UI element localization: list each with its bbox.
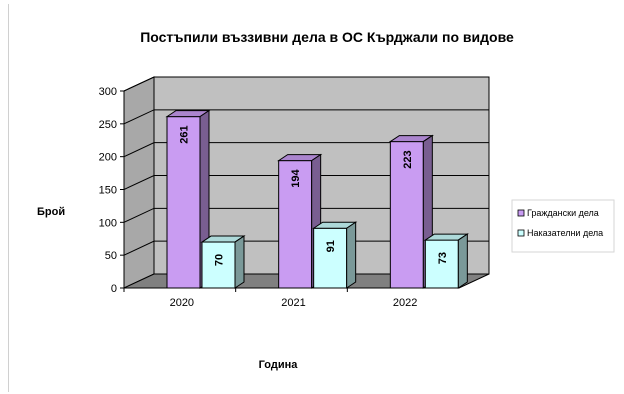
y-tick-label: 300	[99, 86, 117, 98]
y-tick-label: 250	[99, 119, 117, 131]
bar-side	[346, 221, 357, 289]
data-label: 91	[325, 240, 337, 252]
y-tick-label: 0	[111, 283, 117, 295]
gridline	[123, 240, 489, 256]
y-axis-ticks: 0 50 100 150 200 250 300	[99, 86, 125, 295]
data-label: 70	[214, 254, 226, 266]
legend: Граждански дела Наказателни дела	[511, 199, 615, 253]
x-tick-label: 2022	[393, 297, 417, 309]
bar-side	[234, 235, 245, 289]
legend-label: Наказателни дела	[527, 228, 603, 238]
y-axis-title: Брой	[37, 206, 65, 218]
data-label: 194	[290, 169, 302, 188]
data-label: 261	[179, 125, 191, 143]
gridlines	[123, 76, 489, 256]
y-tick-label: 200	[99, 152, 117, 164]
x-tick-label: 2021	[281, 297, 305, 309]
bar-front	[424, 239, 459, 289]
chart-title: Постъпили въззивни дела в ОС Кърджали по…	[140, 29, 514, 45]
legend-label: Граждански дела	[527, 208, 599, 218]
bar-side	[457, 233, 468, 289]
data-label: 223	[402, 150, 414, 168]
chart-frame: 261 70 194 91 223 73 0 50 100 150 200 250 300 2020 2…	[8, 4, 620, 392]
bar-front	[166, 116, 201, 289]
y-tick-label: 150	[99, 185, 117, 197]
bars: 261 70 194 91 223 73	[165, 109, 469, 289]
gridline	[123, 142, 489, 158]
data-label: 73	[437, 252, 449, 264]
y-tick-label: 100	[99, 217, 117, 229]
x-tick-label: 2020	[170, 297, 194, 309]
legend-box	[511, 199, 615, 253]
gridline	[123, 109, 489, 125]
gridline	[123, 76, 489, 92]
x-axis-ticks: 2020 2021 2022	[123, 287, 459, 309]
legend-swatch	[517, 229, 525, 237]
x-axis-title: Година	[259, 359, 299, 371]
bar-front	[278, 160, 313, 289]
bar-front	[313, 227, 348, 289]
y-tick-label: 50	[105, 250, 117, 262]
gridline	[123, 207, 489, 223]
legend-swatch	[517, 209, 525, 217]
gridline	[123, 175, 489, 190]
